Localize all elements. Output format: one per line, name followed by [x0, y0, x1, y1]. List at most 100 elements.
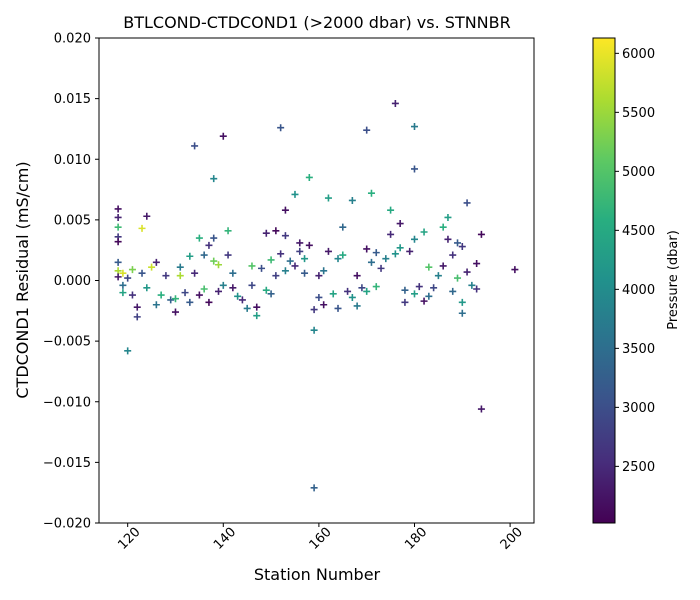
data-point	[348, 293, 356, 301]
data-point	[291, 262, 299, 270]
data-point	[267, 290, 275, 298]
data-point	[272, 227, 280, 235]
y-tick-label: 0.020	[54, 32, 91, 47]
data-point	[444, 213, 452, 221]
data-point	[334, 304, 342, 312]
data-point	[296, 247, 304, 255]
colorbar-tick-label: 5500	[622, 106, 655, 121]
data-point	[367, 189, 375, 197]
colorbar-tick-label: 3500	[622, 342, 655, 357]
data-point	[320, 301, 328, 309]
data-point	[267, 256, 275, 264]
data-point	[114, 267, 122, 275]
data-point	[301, 269, 309, 277]
data-point	[272, 272, 280, 280]
data-point	[344, 287, 352, 295]
data-point	[238, 296, 246, 304]
data-point	[477, 230, 485, 238]
data-point	[138, 224, 146, 232]
data-point	[124, 347, 132, 355]
data-point	[473, 260, 481, 268]
data-point	[152, 258, 160, 266]
data-point	[324, 247, 332, 255]
data-point	[181, 289, 189, 297]
data-point	[401, 286, 409, 294]
data-point	[114, 258, 122, 266]
colorbar-tick-label: 5000	[622, 165, 655, 180]
data-point	[420, 297, 428, 305]
data-point	[243, 304, 251, 312]
data-point	[305, 173, 313, 181]
data-point	[114, 273, 122, 281]
data-point	[396, 220, 404, 228]
data-point	[382, 255, 390, 263]
data-point	[210, 257, 218, 265]
data-point	[387, 206, 395, 214]
data-point	[449, 251, 457, 259]
data-point	[315, 272, 323, 280]
data-point	[353, 272, 361, 280]
data-point	[406, 247, 414, 255]
data-point	[229, 284, 237, 292]
data-point	[143, 284, 151, 292]
data-point	[291, 190, 299, 198]
data-point	[171, 295, 179, 303]
data-point	[119, 289, 127, 297]
data-point	[191, 269, 199, 277]
data-point	[200, 251, 208, 259]
data-point	[262, 286, 270, 294]
data-point	[439, 223, 447, 231]
data-point	[315, 293, 323, 301]
x-axis: 120 140 160 180 200	[115, 523, 526, 553]
data-point	[281, 232, 289, 240]
data-point	[353, 302, 361, 310]
data-point	[152, 301, 160, 309]
plot-area	[99, 38, 534, 523]
y-tick-label: 0.015	[54, 92, 91, 107]
data-point	[186, 252, 194, 260]
data-point	[473, 285, 481, 293]
data-point	[195, 234, 203, 242]
data-point	[224, 251, 232, 259]
x-tick-label: 200	[498, 525, 526, 553]
data-point	[434, 272, 442, 280]
colorbar-tick-label: 4500	[622, 224, 655, 239]
data-point	[458, 309, 466, 317]
data-point	[430, 284, 438, 292]
data-point	[191, 142, 199, 150]
data-point	[133, 303, 141, 311]
data-point	[219, 281, 227, 289]
data-point	[363, 287, 371, 295]
data-point	[463, 199, 471, 207]
data-point	[148, 263, 156, 271]
data-point	[363, 126, 371, 134]
data-point	[296, 239, 304, 247]
data-point	[468, 281, 476, 289]
data-point	[324, 194, 332, 202]
data-point	[114, 205, 122, 213]
y-tick-label: −0.020	[43, 517, 91, 532]
data-point	[234, 292, 242, 300]
data-point	[248, 262, 256, 270]
data-point	[195, 291, 203, 299]
data-point	[391, 250, 399, 258]
data-point	[119, 281, 127, 289]
data-point	[215, 261, 223, 269]
data-point	[258, 264, 266, 272]
data-point	[200, 285, 208, 293]
data-point	[281, 206, 289, 214]
data-point	[410, 123, 418, 131]
data-point	[281, 267, 289, 275]
y-axis-label: CTDCOND1 Residual (mS/cm)	[13, 161, 32, 398]
x-tick-label: 120	[115, 525, 143, 553]
data-point	[301, 255, 309, 263]
data-point	[205, 298, 213, 306]
data-point	[477, 405, 485, 413]
data-point	[463, 268, 471, 276]
data-point	[143, 212, 151, 220]
data-point	[329, 290, 337, 298]
data-point	[205, 241, 213, 249]
data-point	[224, 227, 232, 235]
data-point	[305, 241, 313, 249]
